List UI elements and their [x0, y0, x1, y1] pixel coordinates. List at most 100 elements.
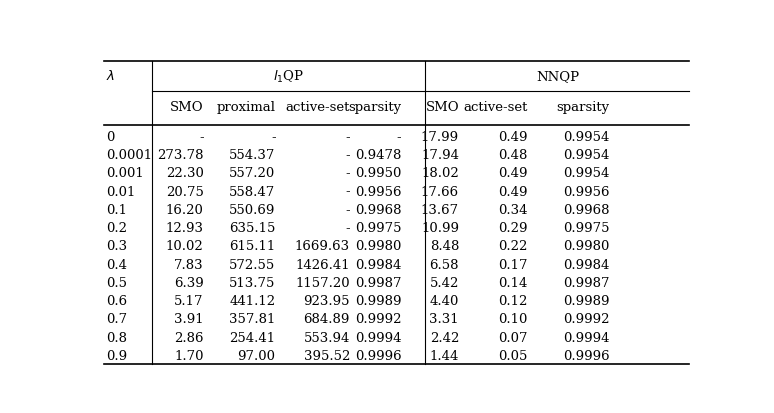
Text: 0.49: 0.49	[498, 185, 527, 198]
Text: 0.7: 0.7	[106, 313, 127, 325]
Text: 0.9996: 0.9996	[563, 349, 610, 362]
Text: 357.81: 357.81	[229, 313, 276, 325]
Text: 17.99: 17.99	[421, 131, 459, 143]
Text: 554.37: 554.37	[229, 149, 276, 162]
Text: 273.78: 273.78	[157, 149, 204, 162]
Text: 0.4: 0.4	[106, 258, 127, 271]
Text: 0.49: 0.49	[498, 131, 527, 143]
Text: 18.02: 18.02	[421, 167, 459, 180]
Text: 0.29: 0.29	[498, 221, 527, 235]
Text: 0.3: 0.3	[106, 240, 127, 253]
Text: 0.14: 0.14	[498, 276, 527, 289]
Text: 0.9954: 0.9954	[563, 149, 610, 162]
Text: 17.66: 17.66	[421, 185, 459, 198]
Text: 0.07: 0.07	[498, 331, 527, 344]
Text: 0.9968: 0.9968	[355, 203, 402, 216]
Text: 0.6: 0.6	[106, 294, 127, 307]
Text: NNQP: NNQP	[536, 70, 579, 83]
Text: 0.9980: 0.9980	[355, 240, 402, 253]
Text: 0.1: 0.1	[106, 203, 127, 216]
Text: active-set: active-set	[286, 101, 350, 114]
Text: 1.44: 1.44	[430, 349, 459, 362]
Text: 0.34: 0.34	[498, 203, 527, 216]
Text: 0.9994: 0.9994	[563, 331, 610, 344]
Text: 7.83: 7.83	[174, 258, 204, 271]
Text: 0.9994: 0.9994	[355, 331, 402, 344]
Text: 923.95: 923.95	[303, 294, 350, 307]
Text: 1669.63: 1669.63	[295, 240, 350, 253]
Text: 3.91: 3.91	[174, 313, 204, 325]
Text: 0.9975: 0.9975	[563, 221, 610, 235]
Text: 558.47: 558.47	[229, 185, 276, 198]
Text: -: -	[345, 203, 350, 216]
Text: 5.17: 5.17	[174, 294, 204, 307]
Text: -: -	[199, 131, 204, 143]
Text: active-set: active-set	[463, 101, 527, 114]
Text: 8.48: 8.48	[430, 240, 459, 253]
Text: 635.15: 635.15	[229, 221, 276, 235]
Text: 0.9954: 0.9954	[563, 131, 610, 143]
Text: 97.00: 97.00	[238, 349, 276, 362]
Text: 0.9996: 0.9996	[354, 349, 402, 362]
Text: 0.9478: 0.9478	[355, 149, 402, 162]
Text: 615.11: 615.11	[229, 240, 276, 253]
Text: 0.001: 0.001	[106, 167, 143, 180]
Text: 0.48: 0.48	[498, 149, 527, 162]
Text: 684.89: 684.89	[303, 313, 350, 325]
Text: 17.94: 17.94	[421, 149, 459, 162]
Text: 1.70: 1.70	[174, 349, 204, 362]
Text: -: -	[345, 221, 350, 235]
Text: 10.02: 10.02	[166, 240, 204, 253]
Text: 0.9992: 0.9992	[355, 313, 402, 325]
Text: 0.2: 0.2	[106, 221, 127, 235]
Text: 16.20: 16.20	[166, 203, 204, 216]
Text: SMO: SMO	[426, 101, 459, 114]
Text: sparsity: sparsity	[348, 101, 402, 114]
Text: sparsity: sparsity	[557, 101, 610, 114]
Text: -: -	[271, 131, 276, 143]
Text: -: -	[345, 131, 350, 143]
Text: 1157.20: 1157.20	[295, 276, 350, 289]
Text: SMO: SMO	[170, 101, 204, 114]
Text: 0.17: 0.17	[498, 258, 527, 271]
Text: $\lambda$: $\lambda$	[106, 69, 115, 83]
Text: 0.9984: 0.9984	[355, 258, 402, 271]
Text: 0.9968: 0.9968	[563, 203, 610, 216]
Text: 0.10: 0.10	[498, 313, 527, 325]
Text: 2.86: 2.86	[174, 331, 204, 344]
Text: -: -	[345, 167, 350, 180]
Text: 2.42: 2.42	[430, 331, 459, 344]
Text: 1426.41: 1426.41	[295, 258, 350, 271]
Text: 0.9: 0.9	[106, 349, 127, 362]
Text: proximal: proximal	[217, 101, 276, 114]
Text: 0.9984: 0.9984	[563, 258, 610, 271]
Text: 0.5: 0.5	[106, 276, 127, 289]
Text: 0.8: 0.8	[106, 331, 127, 344]
Text: 441.12: 441.12	[229, 294, 276, 307]
Text: -: -	[345, 185, 350, 198]
Text: 0.05: 0.05	[498, 349, 527, 362]
Text: 0.01: 0.01	[106, 185, 135, 198]
Text: 553.94: 553.94	[303, 331, 350, 344]
Text: 0.9954: 0.9954	[563, 167, 610, 180]
Text: 0.9989: 0.9989	[563, 294, 610, 307]
Text: 550.69: 550.69	[229, 203, 276, 216]
Text: 0.9987: 0.9987	[355, 276, 402, 289]
Text: -: -	[397, 131, 402, 143]
Text: 0: 0	[106, 131, 114, 143]
Text: 0.9975: 0.9975	[355, 221, 402, 235]
Text: 13.67: 13.67	[421, 203, 459, 216]
Text: 0.9956: 0.9956	[563, 185, 610, 198]
Text: 12.93: 12.93	[166, 221, 204, 235]
Text: 0.9987: 0.9987	[563, 276, 610, 289]
Text: 6.39: 6.39	[174, 276, 204, 289]
Text: 0.9992: 0.9992	[563, 313, 610, 325]
Text: 0.22: 0.22	[498, 240, 527, 253]
Text: -: -	[345, 149, 350, 162]
Text: 557.20: 557.20	[229, 167, 276, 180]
Text: 0.9980: 0.9980	[563, 240, 610, 253]
Text: 572.55: 572.55	[229, 258, 276, 271]
Text: 5.42: 5.42	[430, 276, 459, 289]
Text: $l_1$QP: $l_1$QP	[273, 68, 304, 84]
Text: 513.75: 513.75	[229, 276, 276, 289]
